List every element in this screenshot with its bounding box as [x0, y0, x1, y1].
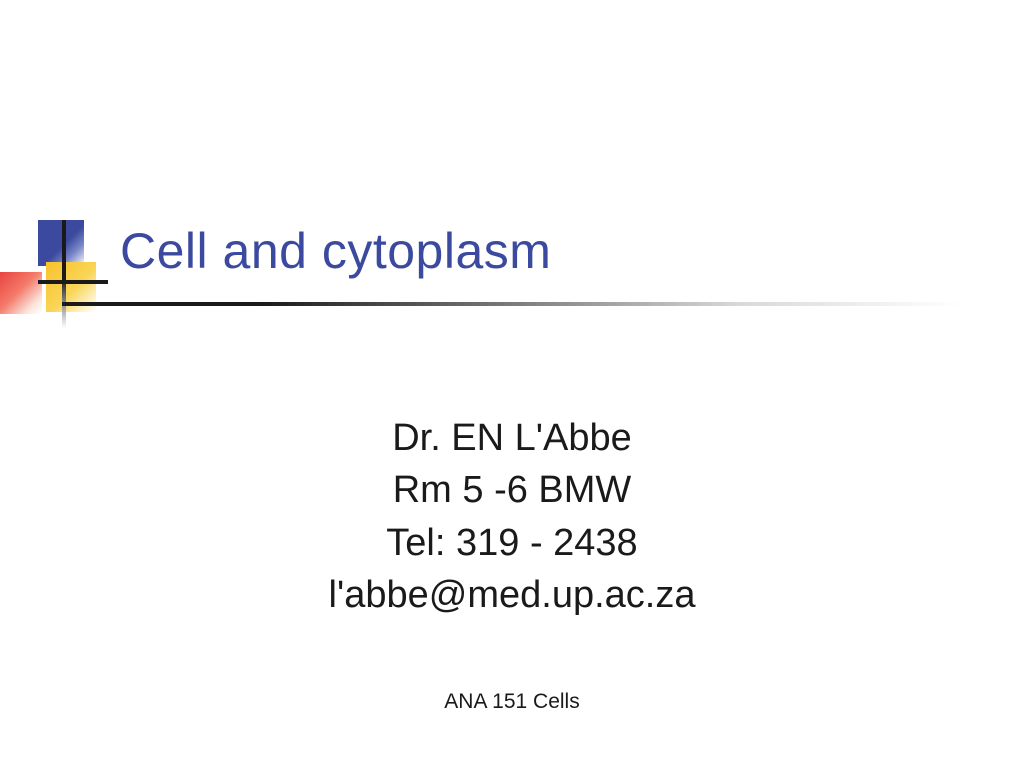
title-underline: [62, 302, 962, 306]
slide-body: Dr. EN L'Abbe Rm 5 -6 BMW Tel: 319 - 243…: [0, 412, 1024, 622]
slide-footer: ANA 151 Cells: [0, 690, 1024, 714]
red-square-icon: [0, 272, 42, 314]
tel-line: Tel: 319 - 2438: [0, 517, 1024, 569]
slide-title: Cell and cytoplasm: [120, 222, 551, 280]
author-line: Dr. EN L'Abbe: [0, 412, 1024, 464]
room-line: Rm 5 -6 BMW: [0, 464, 1024, 516]
cross-horizontal: [38, 280, 108, 284]
blue-square-icon: [38, 220, 84, 266]
corner-decoration: [0, 220, 110, 330]
email-line: l'abbe@med.up.ac.za: [0, 569, 1024, 621]
slide: Cell and cytoplasm Dr. EN L'Abbe Rm 5 -6…: [0, 0, 1024, 768]
cross-vertical: [62, 220, 66, 328]
